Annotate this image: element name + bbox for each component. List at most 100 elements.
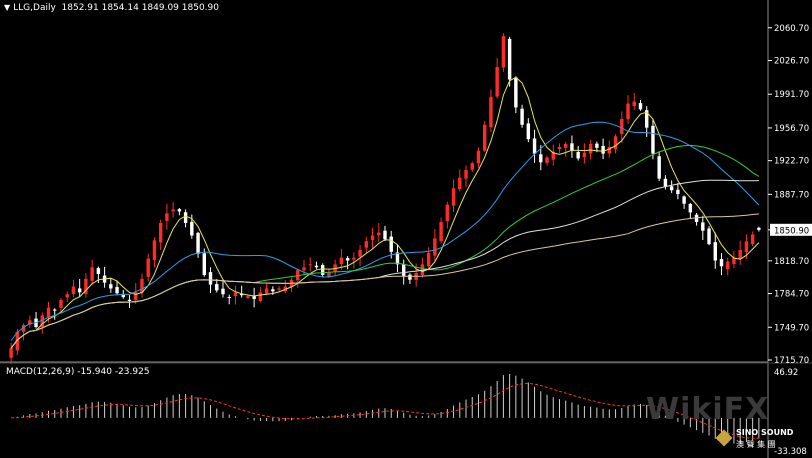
candle-body: [233, 292, 238, 296]
candle-body: [626, 103, 630, 120]
price-tick-label: 1887.70: [774, 190, 809, 200]
candle-body: [59, 300, 63, 308]
ma-tan-line: [10, 213, 759, 349]
candle-body: [470, 163, 474, 170]
candle-body: [239, 293, 244, 296]
candle-body: [271, 289, 275, 292]
candle-body: [377, 232, 381, 236]
candle-body: [651, 125, 655, 154]
candle-body: [9, 348, 13, 358]
candle-body: [221, 288, 225, 295]
candle-body: [688, 203, 693, 213]
candle-body: [302, 267, 306, 271]
candle-body: [607, 146, 612, 154]
candle-body: [657, 156, 661, 179]
chart-header: ▼ LLG,Daily 1852.91 1854.14 1849.09 1850.…: [4, 3, 219, 13]
candle-body: [21, 325, 26, 332]
candle-body: [264, 288, 269, 294]
candle-body: [482, 124, 487, 151]
candle-body: [352, 257, 356, 260]
macd-panel: [11, 374, 760, 444]
candle-body: [750, 234, 755, 245]
candle-body: [570, 143, 574, 151]
candle-body: [532, 138, 537, 154]
price-axis: 2060.70 2026.70 1991.70 1956.70 1922.70 1887.…: [768, 24, 812, 457]
candle-body: [28, 320, 32, 325]
candle-body: [96, 268, 101, 275]
candle-body: [345, 258, 350, 261]
chevron-down-icon[interactable]: ▼: [4, 3, 11, 12]
candle-body: [563, 144, 568, 148]
candle-body: [171, 209, 175, 212]
candle-body: [109, 284, 113, 289]
price-tick-label: 1956.70: [774, 124, 809, 134]
candle-body: [669, 186, 674, 191]
candle-body: [134, 292, 138, 301]
candle-body: [208, 272, 213, 285]
candle-body: [701, 222, 705, 231]
candle-body: [726, 261, 730, 270]
candle-body: [595, 143, 599, 148]
candle-body: [152, 240, 157, 260]
candle-body: [495, 66, 499, 97]
candle-body: [190, 221, 194, 236]
candle-body: [501, 36, 506, 68]
symbol-label: LLG,Daily: [13, 3, 56, 13]
macd-header: MACD(12,26,9) -15.940 -23.925: [6, 367, 150, 377]
price-tick-label: 1749.70: [774, 323, 809, 333]
candle-body: [320, 265, 325, 275]
candle-body: [84, 278, 88, 294]
ma-green-line: [10, 144, 760, 349]
candle-body: [713, 242, 717, 261]
candle-body: [744, 241, 749, 252]
price-tick-label: 1818.70: [774, 257, 809, 267]
price-tick-label: 1991.70: [774, 90, 809, 100]
ma-short-line: [10, 76, 760, 349]
moving-averages: [10, 76, 760, 349]
price-tick-label: 1784.70: [774, 290, 809, 300]
candle-body: [576, 152, 580, 159]
candle-body: [489, 96, 493, 128]
candle-body: [15, 331, 20, 351]
candle-body: [370, 235, 375, 241]
candle-body: [738, 249, 742, 259]
brand-logo: SINO SOUND 澳 聲 集 團: [715, 426, 808, 456]
candle-body: [645, 110, 649, 128]
candle-body: [526, 123, 531, 140]
candle-body: [582, 152, 587, 158]
candle-body: [476, 150, 481, 164]
candle-body: [507, 38, 512, 80]
ohlc-readout: 1852.91 1854.14 1849.09 1850.90: [61, 3, 219, 13]
candle-body: [613, 136, 618, 150]
candle-body: [90, 267, 94, 281]
candle-body: [426, 252, 431, 267]
candle-body: [663, 178, 668, 187]
candle-body: [551, 151, 555, 160]
candle-body: [389, 236, 393, 252]
price-tick-label: 1715.70: [774, 356, 809, 366]
candle-body: [707, 228, 711, 245]
macd-signal-line: [11, 382, 759, 439]
candle-body: [464, 170, 468, 179]
candle-body: [358, 249, 362, 257]
candle-body: [514, 77, 518, 108]
macd-min-label: -33.308: [774, 447, 807, 457]
candle-body: [327, 272, 331, 277]
candle-body: [433, 238, 437, 256]
logo-line1: SINO SOUND: [736, 428, 794, 437]
candle-body: [53, 309, 57, 311]
price-tick-label: 1922.70: [774, 157, 809, 167]
candle-body: [383, 230, 387, 240]
candle-body: [314, 265, 319, 268]
candle-body: [545, 157, 549, 163]
candle-body: [115, 286, 119, 294]
candle-body: [177, 209, 182, 212]
candle-body: [227, 296, 231, 298]
candle-body: [158, 222, 163, 243]
candle-body: [601, 145, 605, 154]
candle-body: [682, 196, 686, 204]
candle-body: [252, 295, 256, 300]
current-price-box: [770, 223, 812, 236]
candle-body: [40, 315, 44, 327]
